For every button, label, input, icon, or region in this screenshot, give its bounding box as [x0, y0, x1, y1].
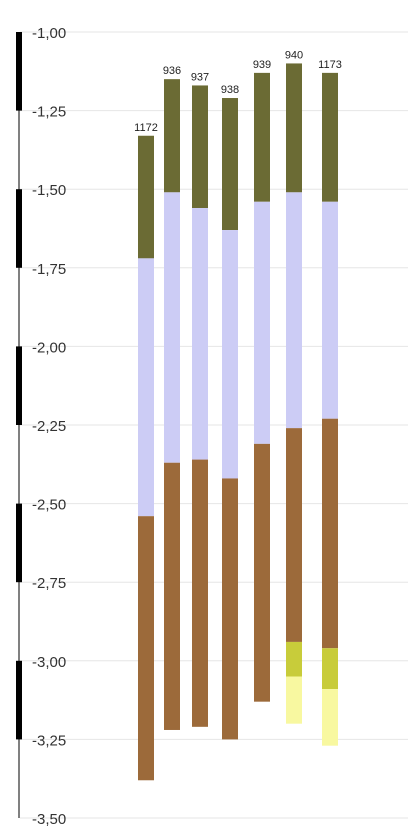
layer-1173-4 [322, 689, 338, 746]
y-tick-label: -2,75 [32, 575, 66, 592]
layer-936-0 [164, 79, 180, 193]
y-tick-label: -1,25 [32, 104, 66, 121]
layer-940-4 [286, 676, 302, 724]
layer-940-0 [286, 63, 302, 193]
layer-939-1 [254, 201, 270, 444]
borehole-label-940: 940 [285, 49, 303, 61]
layer-1173-1 [322, 201, 338, 419]
layer-937-0 [192, 85, 208, 209]
borehole-label-938: 938 [221, 84, 239, 96]
layer-1172-0 [138, 135, 154, 259]
layer-1172-1 [138, 258, 154, 517]
y-tick-label: -1,00 [32, 25, 66, 42]
layer-936-1 [164, 192, 180, 463]
layer-940-1 [286, 192, 302, 429]
layer-937-2 [192, 459, 208, 727]
layer-1173-3 [322, 648, 338, 690]
y-tick-label: -2,50 [32, 497, 66, 514]
y-tick-label: -1,50 [32, 182, 66, 199]
layer-936-2 [164, 462, 180, 730]
layer-938-1 [222, 230, 238, 479]
borehole-labels: 1172 936 937 938 939 940 1173 [134, 49, 342, 133]
borehole-label-1172: 1172 [134, 122, 158, 134]
layer-1173-2 [322, 418, 338, 649]
depth-scale-bar [16, 32, 22, 818]
y-axis-ticks: -1,00 -1,25 -1,50 -1,75 -2,00 -2,25 -2,50 -2,75… [32, 25, 66, 828]
borehole-label-936: 936 [163, 65, 181, 77]
layer-1172-2 [138, 516, 154, 781]
layer-938-0 [222, 98, 238, 231]
layer-1173-0 [322, 72, 338, 202]
layer-937-1 [192, 208, 208, 460]
y-tick-label: -3,25 [32, 732, 66, 749]
y-tick-label: -1,75 [32, 261, 66, 278]
y-tick-label: -2,25 [32, 418, 66, 435]
y-tick-label: -3,00 [32, 654, 66, 671]
y-tick-label: -2,00 [32, 339, 66, 356]
layer-938-2 [222, 478, 238, 740]
layer-940-2 [286, 428, 302, 642]
grid-lines [20, 31, 408, 819]
y-tick-label: -3,50 [32, 811, 66, 828]
borehole-columns [138, 63, 338, 781]
borehole-label-1173: 1173 [318, 59, 342, 71]
layer-939-2 [254, 443, 270, 702]
borehole-label-937: 937 [191, 71, 209, 83]
layer-940-3 [286, 641, 302, 677]
layer-939-0 [254, 72, 270, 202]
borehole-label-939: 939 [253, 59, 271, 71]
